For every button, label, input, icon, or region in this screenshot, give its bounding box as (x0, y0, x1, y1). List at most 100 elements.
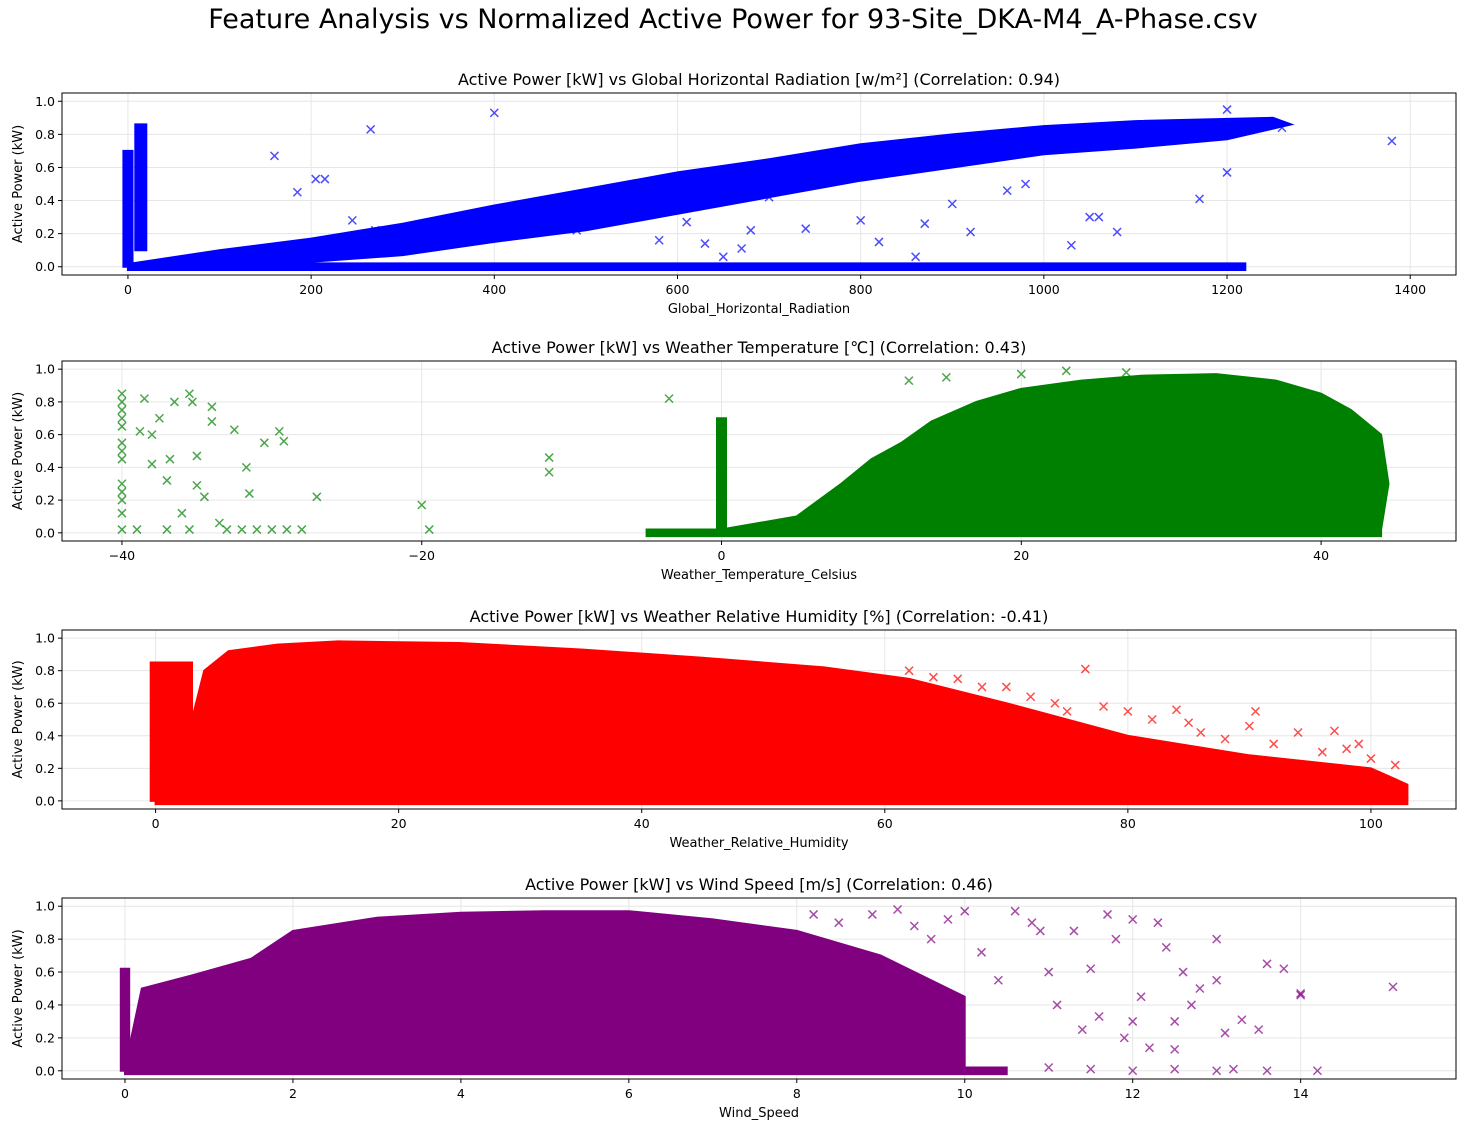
x-tick-label: 40 (634, 816, 650, 831)
scatter-point (1390, 760, 1400, 770)
scatter-point (1050, 698, 1060, 708)
scatter-point (192, 480, 202, 490)
scatter-point (977, 947, 987, 957)
scatter-point (207, 417, 217, 427)
scatter-point (1212, 975, 1222, 985)
scatter-point (1222, 167, 1232, 177)
scatter-point (1195, 194, 1205, 204)
scatter-point (1136, 992, 1146, 1002)
y-tick-label: 0.6 (35, 160, 55, 175)
x-tick-label: 1000 (1028, 282, 1060, 297)
scatter-point (184, 389, 194, 399)
subplot-3: Active Power [kW] vs Weather Relative Hu… (11, 607, 1457, 851)
subplot-title: Active Power [kW] vs Wind Speed [m/s] (C… (525, 875, 993, 894)
scatter-point (960, 906, 970, 916)
scatter-point (1171, 705, 1182, 715)
scatter-point (1388, 982, 1398, 992)
x-tick-label: 14 (1293, 1086, 1309, 1101)
scatter-point (1119, 1033, 1129, 1043)
scatter-point (874, 237, 884, 247)
scatter-point (244, 489, 254, 499)
x-tick-label: 0 (152, 816, 160, 831)
scatter-point (282, 525, 292, 535)
y-tick-label: 0.2 (35, 761, 55, 776)
scatter-point (192, 451, 202, 461)
y-tick-label: 1.0 (35, 631, 55, 646)
scatter-point (292, 187, 302, 197)
scatter-point (856, 215, 866, 225)
scatter-point (135, 426, 145, 436)
scatter-point (117, 446, 127, 456)
y-tick-label: 0.6 (35, 696, 55, 711)
y-tick-label: 0.4 (35, 997, 55, 1012)
scatter-point (214, 518, 224, 528)
x-tick-label: 1200 (1211, 282, 1243, 297)
subplot-4: Active Power [kW] vs Wind Speed [m/s] (C… (11, 875, 1457, 1121)
scatter-point (177, 508, 187, 518)
scatter-point (117, 487, 127, 497)
y-tick-label: 0.6 (35, 427, 55, 442)
scatter-point (1016, 369, 1026, 379)
scatter-point (654, 235, 664, 245)
y-tick-label: 0.8 (35, 127, 55, 142)
scatter-point (1112, 227, 1122, 237)
subplot-title: Active Power [kW] vs Weather Temperature… (492, 338, 1027, 357)
scatter-point (199, 492, 209, 502)
scatter-point (809, 909, 819, 919)
scatter-point (320, 174, 330, 184)
scatter-point (941, 372, 951, 382)
scatter-point (746, 225, 756, 235)
scatter-point (764, 192, 774, 202)
scatter-point (737, 243, 747, 254)
dense-scatter-region (716, 417, 727, 534)
y-axis-label: Active Power (kW) (11, 392, 26, 510)
subplot-title: Active Power [kW] vs Weather Relative Hu… (470, 607, 1049, 626)
scatter-point (1128, 914, 1138, 924)
scatter-point (911, 252, 921, 262)
y-axis-label: Active Power (kW) (11, 929, 26, 1047)
scatter-point (904, 376, 914, 386)
dense-scatter-region (126, 262, 1247, 271)
scatter-point (1312, 1066, 1322, 1076)
y-tick-label: 0.4 (35, 193, 55, 208)
scatter-point (117, 454, 127, 464)
scatter-point (1277, 123, 1287, 133)
scatter-point (117, 389, 127, 399)
x-axis-label: Global_Horizontal_Radiation (668, 302, 850, 317)
y-tick-label: 0.0 (35, 525, 55, 540)
scatter-point (187, 397, 197, 407)
scatter-point (222, 525, 232, 535)
axes-frame (61, 360, 1457, 542)
x-tick-label: 2 (289, 1086, 297, 1101)
scatter-point (1212, 1066, 1222, 1076)
scatter-point (312, 492, 322, 502)
scatter-point (311, 174, 321, 184)
scatter-point (834, 918, 844, 928)
scatter-point (132, 525, 142, 535)
x-tick-label: 6 (625, 1086, 633, 1101)
y-tick-label: 0.6 (35, 965, 55, 980)
scatter-point (544, 467, 554, 477)
x-tick-label: 20 (1013, 548, 1029, 563)
y-tick-label: 0.0 (35, 793, 55, 808)
scatter-point (489, 108, 499, 118)
axes-frame (61, 897, 1457, 1080)
scatter-point (867, 909, 877, 919)
scatter-point (229, 425, 239, 435)
x-tick-label: 12 (1125, 1086, 1141, 1101)
x-tick-label: 40 (1313, 548, 1329, 563)
scatter-point (1196, 727, 1206, 738)
scatter-point (1010, 906, 1020, 916)
scatter-point (1128, 1016, 1138, 1026)
scatter-point (1001, 682, 1011, 692)
scatter-point (117, 413, 127, 423)
plot-area (149, 640, 1409, 806)
scatter-point (718, 252, 728, 262)
figure-title: Feature Analysis vs Normalized Active Po… (208, 4, 1258, 35)
scatter-point (1121, 367, 1131, 377)
dense-scatter-region (191, 640, 1409, 799)
x-tick-label: −40 (109, 548, 135, 563)
scatter-point (147, 430, 157, 440)
scatter-point (1144, 1043, 1155, 1053)
scatter-point (1062, 706, 1072, 716)
